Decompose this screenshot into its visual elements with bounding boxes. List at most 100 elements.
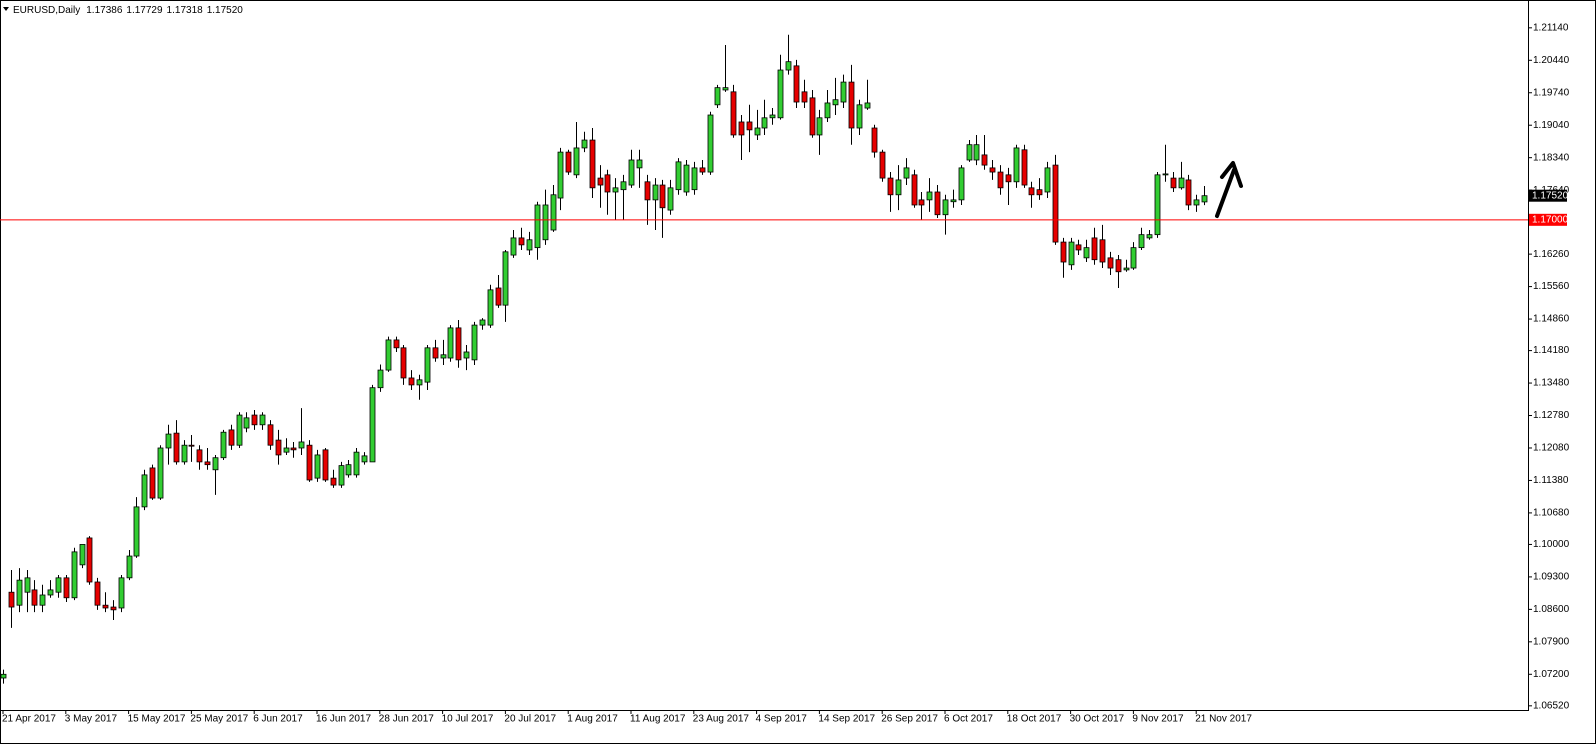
- candles: [0, 34, 1208, 684]
- candle-body: [1193, 199, 1200, 206]
- candle-body: [24, 577, 31, 593]
- candle-body: [204, 461, 211, 466]
- candle-body: [16, 579, 23, 606]
- candle-body: [801, 91, 808, 103]
- x-tick-label: 26 Sep 2017: [881, 714, 938, 725]
- header-low: 1.17318: [167, 5, 204, 16]
- y-tick-label: 1.19740: [1533, 87, 1570, 98]
- candle-body: [950, 199, 957, 203]
- candle-body: [181, 444, 188, 463]
- candle-body: [707, 114, 714, 173]
- candle-body: [1028, 187, 1035, 196]
- y-tick-label: 1.19040: [1533, 120, 1570, 131]
- candle-body: [1005, 174, 1012, 183]
- x-tick-label: 11 Aug 2017: [630, 714, 686, 725]
- candle-body: [39, 594, 46, 606]
- candle-body: [31, 589, 38, 606]
- candle-body: [667, 187, 674, 211]
- arrow-shaft: [1215, 168, 1236, 218]
- candle-body: [196, 449, 203, 463]
- x-tick-label: 3 May 2017: [65, 714, 118, 725]
- candle-body: [816, 117, 823, 136]
- candle-body: [408, 377, 415, 386]
- candle-body: [903, 167, 910, 179]
- candle-body: [557, 151, 564, 199]
- y-tick-label: 1.14860: [1533, 314, 1570, 325]
- candle-body: [243, 417, 250, 429]
- candle-body: [440, 354, 447, 359]
- candle-body: [447, 327, 454, 359]
- candle-body: [597, 177, 604, 186]
- y-tick-label: 1.20440: [1533, 55, 1570, 66]
- x-tick-label: 9 Nov 2017: [1132, 714, 1184, 725]
- symbol: EURUSD,Daily: [13, 5, 80, 16]
- candle-body: [338, 465, 345, 486]
- x-tick-label: 14 Sep 2017: [818, 714, 875, 725]
- candle-body: [565, 151, 572, 173]
- candle-body: [1178, 177, 1185, 189]
- y-tick-label: 1.11380: [1533, 475, 1569, 486]
- candle-body: [432, 347, 439, 359]
- candle-body: [840, 81, 847, 103]
- candle-body: [659, 184, 666, 209]
- candle-body: [683, 164, 690, 193]
- candle-body: [79, 544, 86, 566]
- x-tick-label: 6 Jun 2017: [253, 714, 303, 725]
- price-label: 1.17520: [1532, 190, 1569, 201]
- candle-body: [267, 424, 274, 446]
- candle-body: [620, 181, 627, 191]
- candle-body: [864, 102, 871, 109]
- candle-body: [424, 347, 431, 383]
- candle-body: [118, 577, 125, 609]
- candle-body: [330, 477, 337, 486]
- candle-body: [652, 184, 659, 201]
- candle-body: [832, 99, 839, 106]
- y-tick-label: 1.10000: [1533, 539, 1570, 550]
- candle-body: [911, 174, 918, 206]
- candle-body: [1138, 234, 1145, 249]
- candle-body: [550, 194, 557, 231]
- candle-body: [361, 455, 368, 463]
- price-label-box: [1529, 189, 1567, 202]
- candle-body: [157, 447, 164, 499]
- candle-body: [1091, 237, 1098, 261]
- candle-body: [1170, 177, 1177, 189]
- candle-body: [188, 444, 195, 447]
- x-tick-label: 20 Jul 2017: [504, 714, 556, 725]
- candle-body: [675, 161, 682, 191]
- header-high: 1.17729: [126, 5, 163, 16]
- candle-body: [86, 537, 93, 583]
- candle-body: [699, 167, 706, 173]
- y-tick-label: 1.18340: [1533, 152, 1570, 163]
- y-tick-label: 1.13480: [1533, 378, 1570, 389]
- x-tick-label: 6 Oct 2017: [944, 714, 993, 725]
- candle-body: [989, 167, 996, 173]
- candle-body: [47, 589, 54, 596]
- candle-body: [824, 102, 831, 119]
- candle-body: [809, 97, 816, 136]
- candle-body: [345, 464, 352, 476]
- y-tick-label: 1.15560: [1533, 281, 1570, 292]
- candle-body: [236, 414, 243, 446]
- y-tick-label: 1.06520: [1533, 700, 1570, 711]
- candle-body: [691, 167, 698, 191]
- candle-body: [1099, 239, 1106, 263]
- candle-body: [212, 457, 219, 471]
- arrow-head: [1220, 161, 1243, 188]
- x-tick-label: 23 Aug 2017: [693, 714, 750, 725]
- candle-body: [589, 139, 596, 189]
- candle-body: [149, 467, 156, 499]
- candle-body: [973, 144, 980, 161]
- candle-body: [542, 204, 549, 241]
- candle-body: [1162, 173, 1169, 176]
- x-tick-label: 18 Oct 2017: [1007, 714, 1062, 725]
- y-tick-label: 1.07200: [1533, 669, 1570, 680]
- x-tick-label: 15 May 2017: [128, 714, 186, 725]
- y-tick-label: 1.21140: [1533, 22, 1569, 33]
- candle-body: [471, 324, 478, 361]
- candle-body: [110, 606, 117, 611]
- arrow-annotation: [1215, 161, 1243, 218]
- candle-body: [63, 577, 70, 599]
